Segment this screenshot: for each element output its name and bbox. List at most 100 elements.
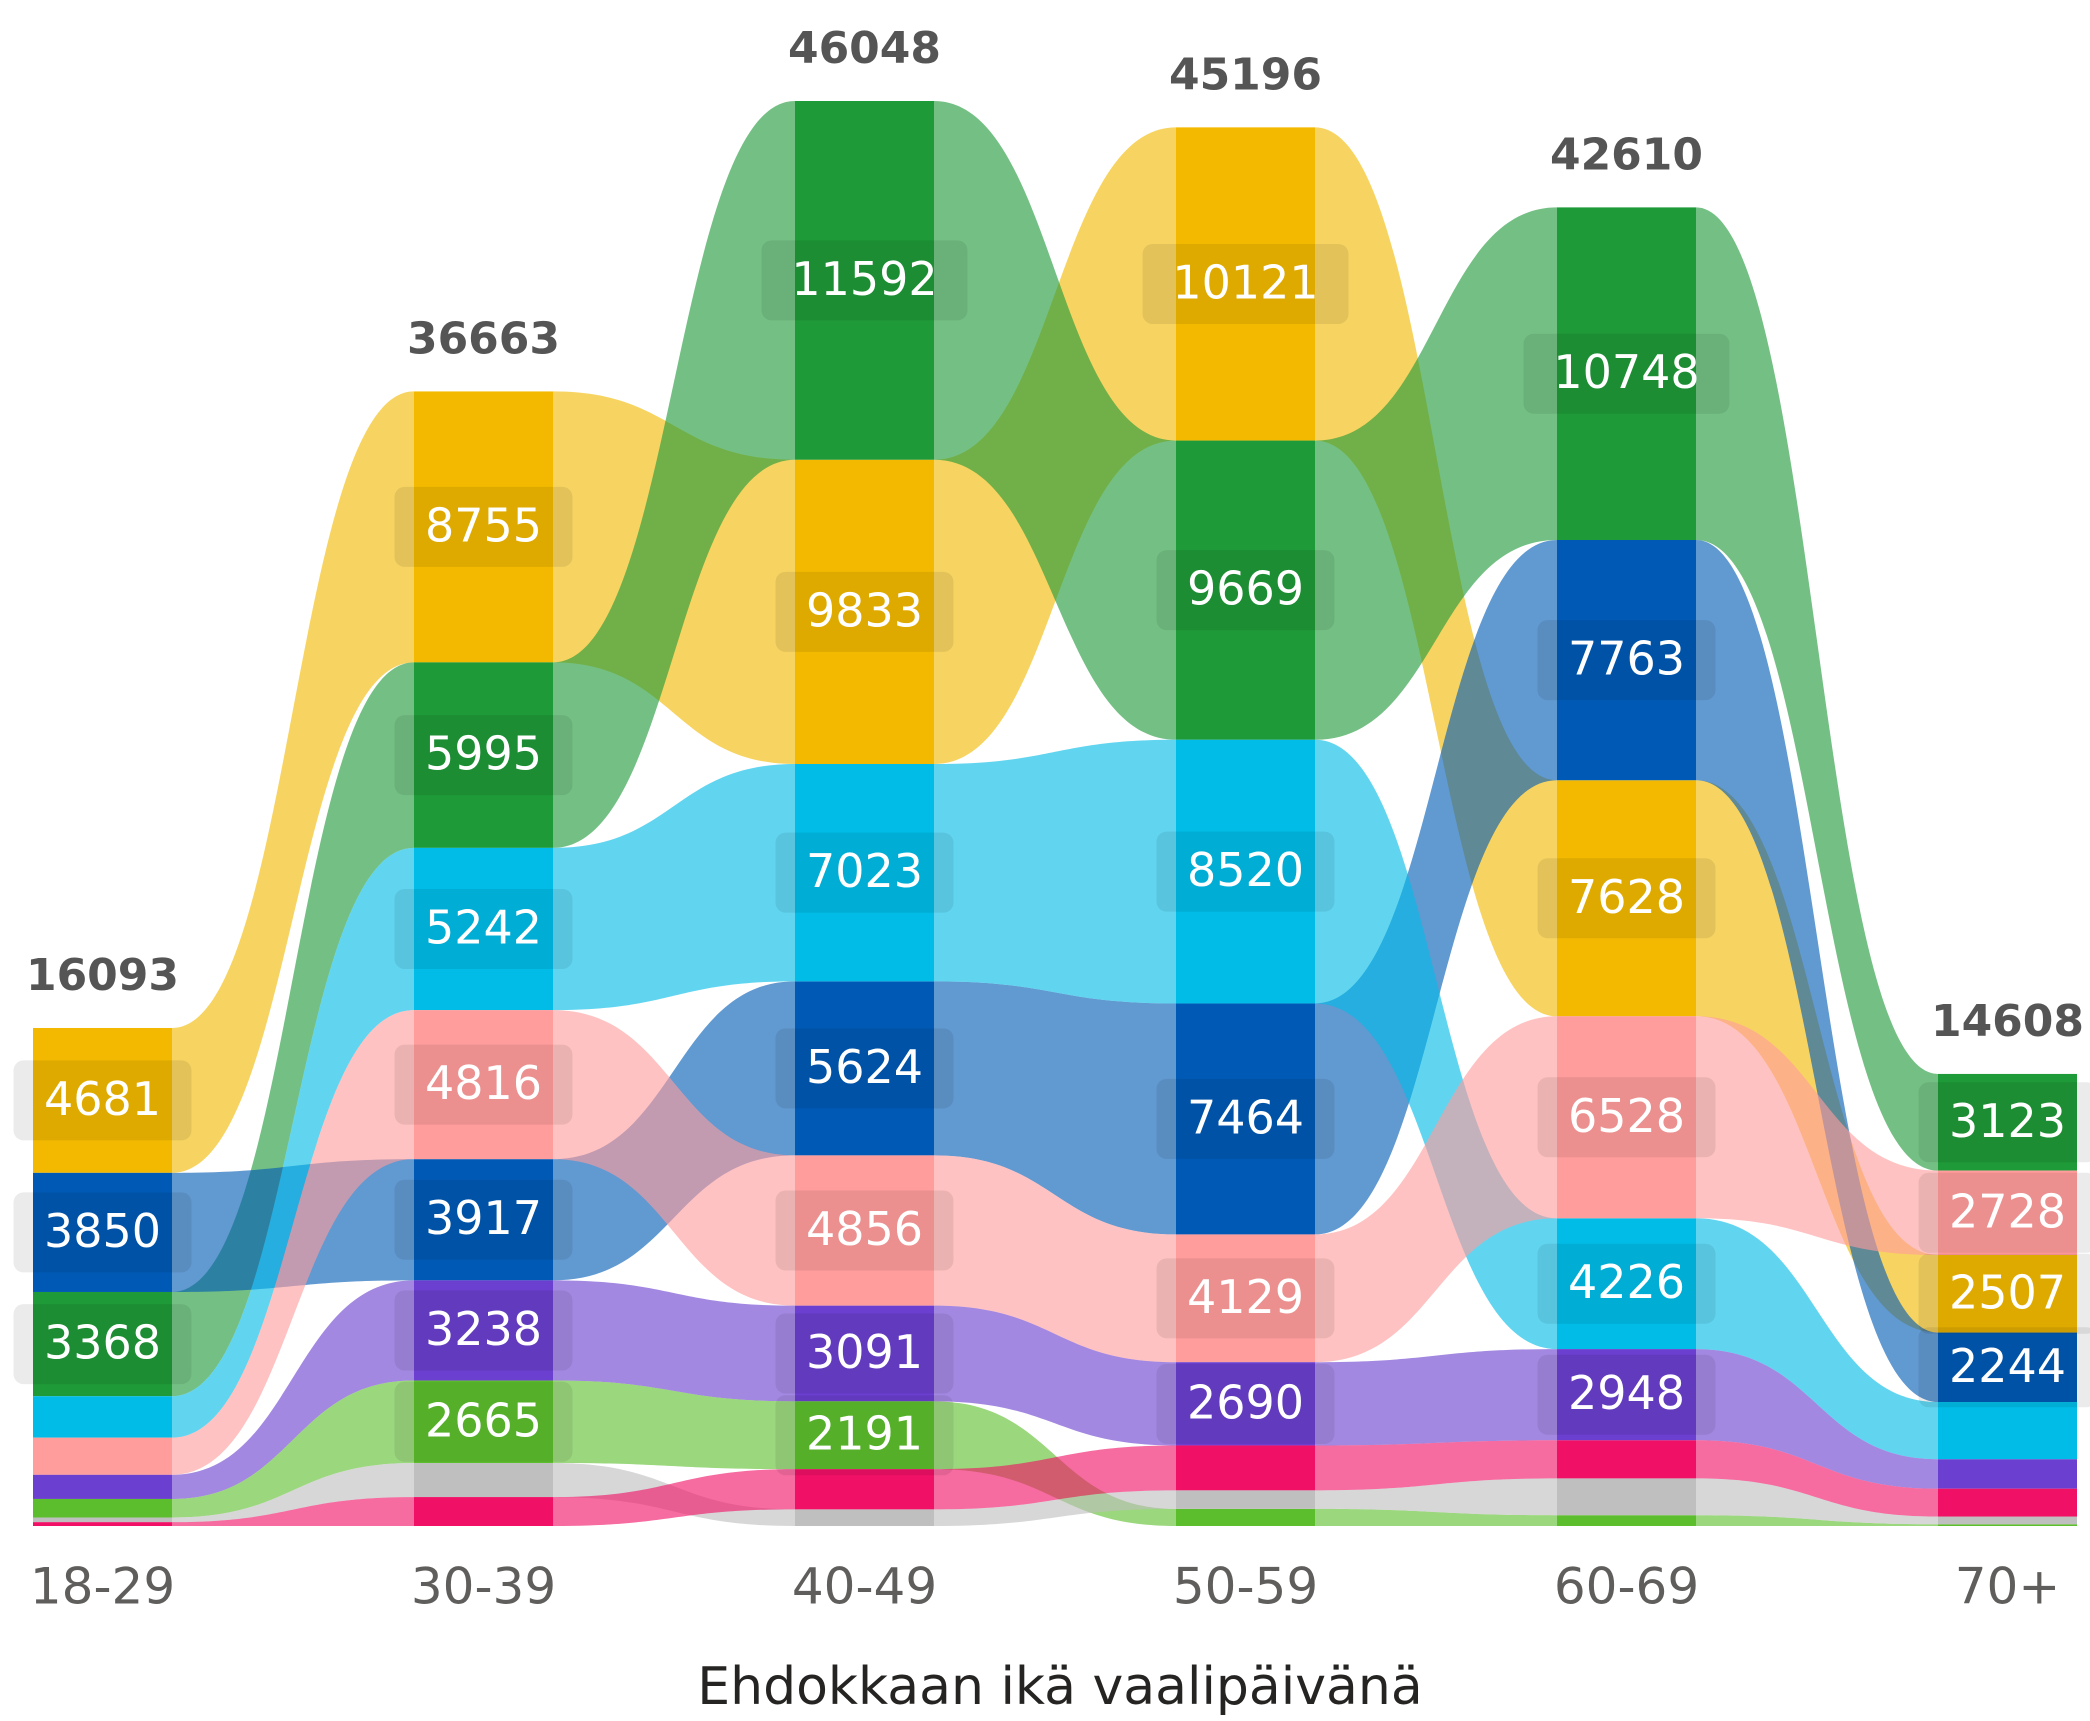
bar-segment	[33, 1517, 172, 1523]
ribbon	[1696, 1218, 1938, 1460]
label-box	[1156, 550, 1335, 631]
ribbon	[1696, 1440, 1938, 1517]
data-label: 7763	[1568, 632, 1685, 686]
label-box	[394, 715, 573, 796]
bar-segment	[1557, 1515, 1696, 1526]
bar-segment	[33, 1498, 172, 1518]
bar-segment	[1176, 1445, 1315, 1491]
bar-segment	[795, 764, 934, 982]
bar-segment	[795, 981, 934, 1156]
data-label: 2690	[1187, 1375, 1304, 1429]
x-tick-label: 18-29	[30, 1558, 175, 1616]
data-label: 11592	[791, 252, 937, 306]
ribbon	[934, 1490, 1176, 1526]
bar-segment	[414, 1463, 553, 1498]
ribbon	[553, 1280, 795, 1402]
bar-segment	[1938, 1255, 2077, 1333]
ribbon	[553, 1010, 795, 1306]
ribbon	[1315, 1349, 1557, 1446]
bar-segment	[414, 1159, 553, 1281]
bar-segment	[1938, 1516, 2077, 1525]
label-box	[775, 571, 954, 652]
bar-segment	[414, 1497, 553, 1526]
total-label: 46048	[788, 23, 941, 74]
data-label: 3091	[806, 1325, 923, 1379]
ribbons	[172, 101, 1938, 1526]
ribbon	[1315, 1508, 1557, 1526]
data-label: 3850	[44, 1204, 161, 1258]
ribbon	[172, 1497, 414, 1526]
label-box	[1537, 1077, 1716, 1158]
label-box	[1918, 1327, 2090, 1408]
data-label: 2728	[1949, 1184, 2066, 1238]
bar-segment	[1557, 1218, 1696, 1350]
label-box	[394, 1381, 573, 1462]
bar-segment	[414, 1280, 553, 1381]
ribbon	[553, 1469, 795, 1526]
bar-segment	[1938, 1402, 2077, 1460]
bar-segment	[795, 1155, 934, 1306]
bar-segment	[33, 1522, 172, 1526]
bar-segment	[1176, 1490, 1315, 1509]
label-box	[1918, 1253, 2090, 1334]
data-label: 7628	[1568, 870, 1685, 924]
label-box	[13, 1192, 192, 1273]
data-label: 8520	[1187, 843, 1304, 897]
data-label: 10121	[1172, 255, 1318, 309]
ribbon	[934, 1305, 1176, 1446]
bar-segment	[1176, 739, 1315, 1004]
label-box	[775, 832, 954, 913]
label-box	[775, 1313, 954, 1394]
x-tick-label: 70+	[1955, 1558, 2061, 1616]
bar-segment	[1557, 1016, 1696, 1219]
label-box	[1142, 243, 1349, 324]
data-label: 4681	[44, 1072, 161, 1126]
bar-segment	[33, 1474, 172, 1499]
data-label: 3123	[1949, 1094, 2066, 1148]
bar-segment	[33, 1027, 172, 1173]
bar-segment	[1938, 1488, 2077, 1517]
label-box	[761, 240, 968, 321]
ribbon	[1315, 1440, 1557, 1491]
label-box	[775, 1028, 954, 1109]
data-label: 2665	[425, 1393, 542, 1447]
bar-segment	[795, 1509, 934, 1526]
data-label: 6528	[1568, 1089, 1685, 1143]
label-box	[1918, 1172, 2090, 1253]
label-box	[1156, 1078, 1335, 1159]
ribbon	[1696, 1349, 1938, 1489]
bar-segment	[1176, 1362, 1315, 1446]
data-label: 3368	[44, 1316, 161, 1370]
data-label: 4816	[425, 1056, 542, 1110]
bar-segment	[414, 391, 553, 663]
ribbon	[172, 1280, 414, 1499]
label-box	[1523, 333, 1730, 414]
bar-segment	[795, 1401, 934, 1470]
x-tick-label: 40-49	[792, 1558, 937, 1616]
ribbon	[172, 1010, 414, 1475]
bar-segment	[1557, 539, 1696, 781]
bars	[33, 101, 2077, 1526]
data-label: 4226	[1568, 1255, 1685, 1309]
x-tick-label: 60-69	[1554, 1558, 1699, 1616]
data-label: 7023	[806, 844, 923, 898]
data-label: 9669	[1187, 562, 1304, 616]
ribbon	[934, 101, 1176, 740]
ribbon	[553, 1380, 795, 1470]
bar-segment	[414, 662, 553, 848]
label-box	[1537, 620, 1716, 701]
data-label: 5242	[425, 900, 542, 954]
label-box	[1918, 1082, 2090, 1163]
label-box	[394, 486, 573, 567]
label-box	[1537, 1354, 1716, 1435]
ribbon	[1696, 1478, 1938, 1525]
x-tick-label: 30-39	[411, 1558, 556, 1616]
ribbon	[934, 739, 1176, 1004]
bar-segment	[1938, 1170, 2077, 1256]
bar-segment	[33, 1437, 172, 1475]
x-axis-title: Ehdokkaan ikä vaalipäivänä	[697, 1657, 1422, 1717]
bar-segment	[1176, 440, 1315, 740]
data-label: 4129	[1187, 1270, 1304, 1324]
bar-segment	[795, 459, 934, 765]
bar-segment	[414, 1380, 553, 1464]
